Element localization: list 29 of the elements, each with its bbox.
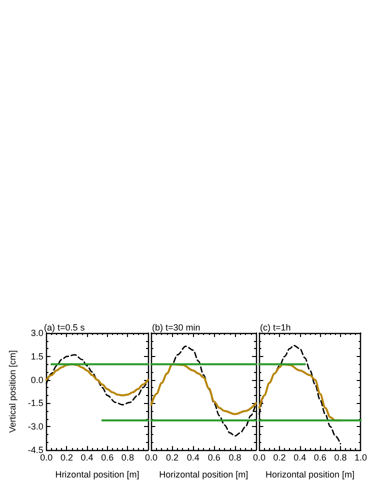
- x-axis-title: Hrizontal position [m]: [55, 470, 140, 480]
- x-tick-label: 0.2: [273, 452, 286, 462]
- x-tick-label: 0.8: [121, 452, 134, 462]
- x-tick-label: 0.6: [314, 452, 326, 462]
- chart-title: (c) t=1h: [260, 322, 291, 332]
- x-axis-title: Horizontal position [m]: [159, 470, 248, 480]
- x-tick-label: 0.6: [101, 452, 114, 462]
- chart-title: (b) t=30 min: [152, 322, 200, 332]
- y-tick-label: -4.5: [28, 445, 44, 455]
- chart-title: (a) t=0.5 s: [44, 322, 86, 332]
- y-tick-label: 3.0: [30, 328, 44, 338]
- x-tick-label: 0.2: [60, 452, 73, 462]
- x-tick-label: 0.4: [80, 452, 94, 462]
- y-tick-label: 0.0: [30, 374, 44, 385]
- x-tick-label: 0.6: [208, 452, 220, 462]
- y-axis-title: Vertical position [cm]: [8, 350, 18, 433]
- x-axis-title: Horizontal position [m]: [265, 470, 355, 480]
- x-tick-label: 0.0: [145, 452, 158, 462]
- y-tick-label: -1.5: [28, 398, 44, 408]
- x-tick-label: 0.0: [40, 452, 53, 462]
- x-tick-label: 0.8: [334, 452, 347, 462]
- x-tick-label: 0.2: [166, 452, 178, 462]
- x-tick-label: 0.4: [186, 452, 200, 462]
- x-tick-label: 0.0: [253, 452, 266, 462]
- x-tick-label: 0.4: [294, 452, 306, 462]
- x-tick-label: 1.0: [354, 452, 367, 462]
- y-tick-label: 1.5: [30, 351, 44, 362]
- y-tick-label: -3.0: [28, 422, 44, 432]
- x-tick-label: 0.8: [228, 452, 242, 462]
